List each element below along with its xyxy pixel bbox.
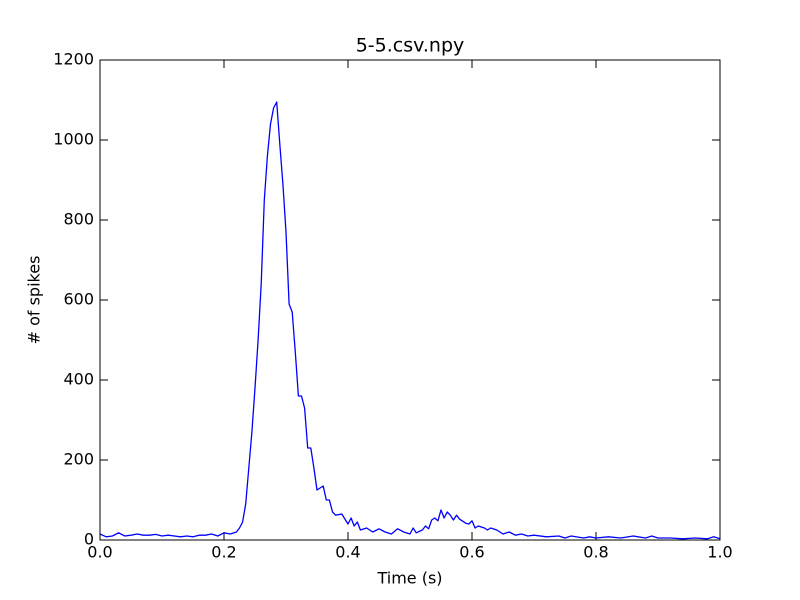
x-tick-label: 0.6 [459, 543, 484, 562]
y-axis-label: # of spikes [25, 256, 44, 345]
data-line [99, 101, 721, 540]
y-tick-label: 400 [63, 370, 94, 389]
x-axis-label: Time (s) [376, 569, 442, 588]
plot-frame [99, 59, 721, 541]
x-tick-label: 0.2 [211, 543, 236, 562]
x-tick-label: 1.0 [707, 543, 732, 562]
x-tick-label: 0.0 [87, 543, 112, 562]
x-tick-label: 0.8 [583, 543, 608, 562]
y-tick-label: 200 [63, 450, 94, 469]
chart-title: 5-5.csv.npy [356, 35, 465, 57]
y-tick-label: 0 [84, 530, 94, 549]
x-tick-label: 0.4 [335, 543, 360, 562]
y-tick-label: 1200 [53, 50, 94, 69]
y-tick-label: 800 [63, 210, 94, 229]
y-tick-label: 600 [63, 290, 94, 309]
y-tick-label: 1000 [53, 130, 94, 149]
